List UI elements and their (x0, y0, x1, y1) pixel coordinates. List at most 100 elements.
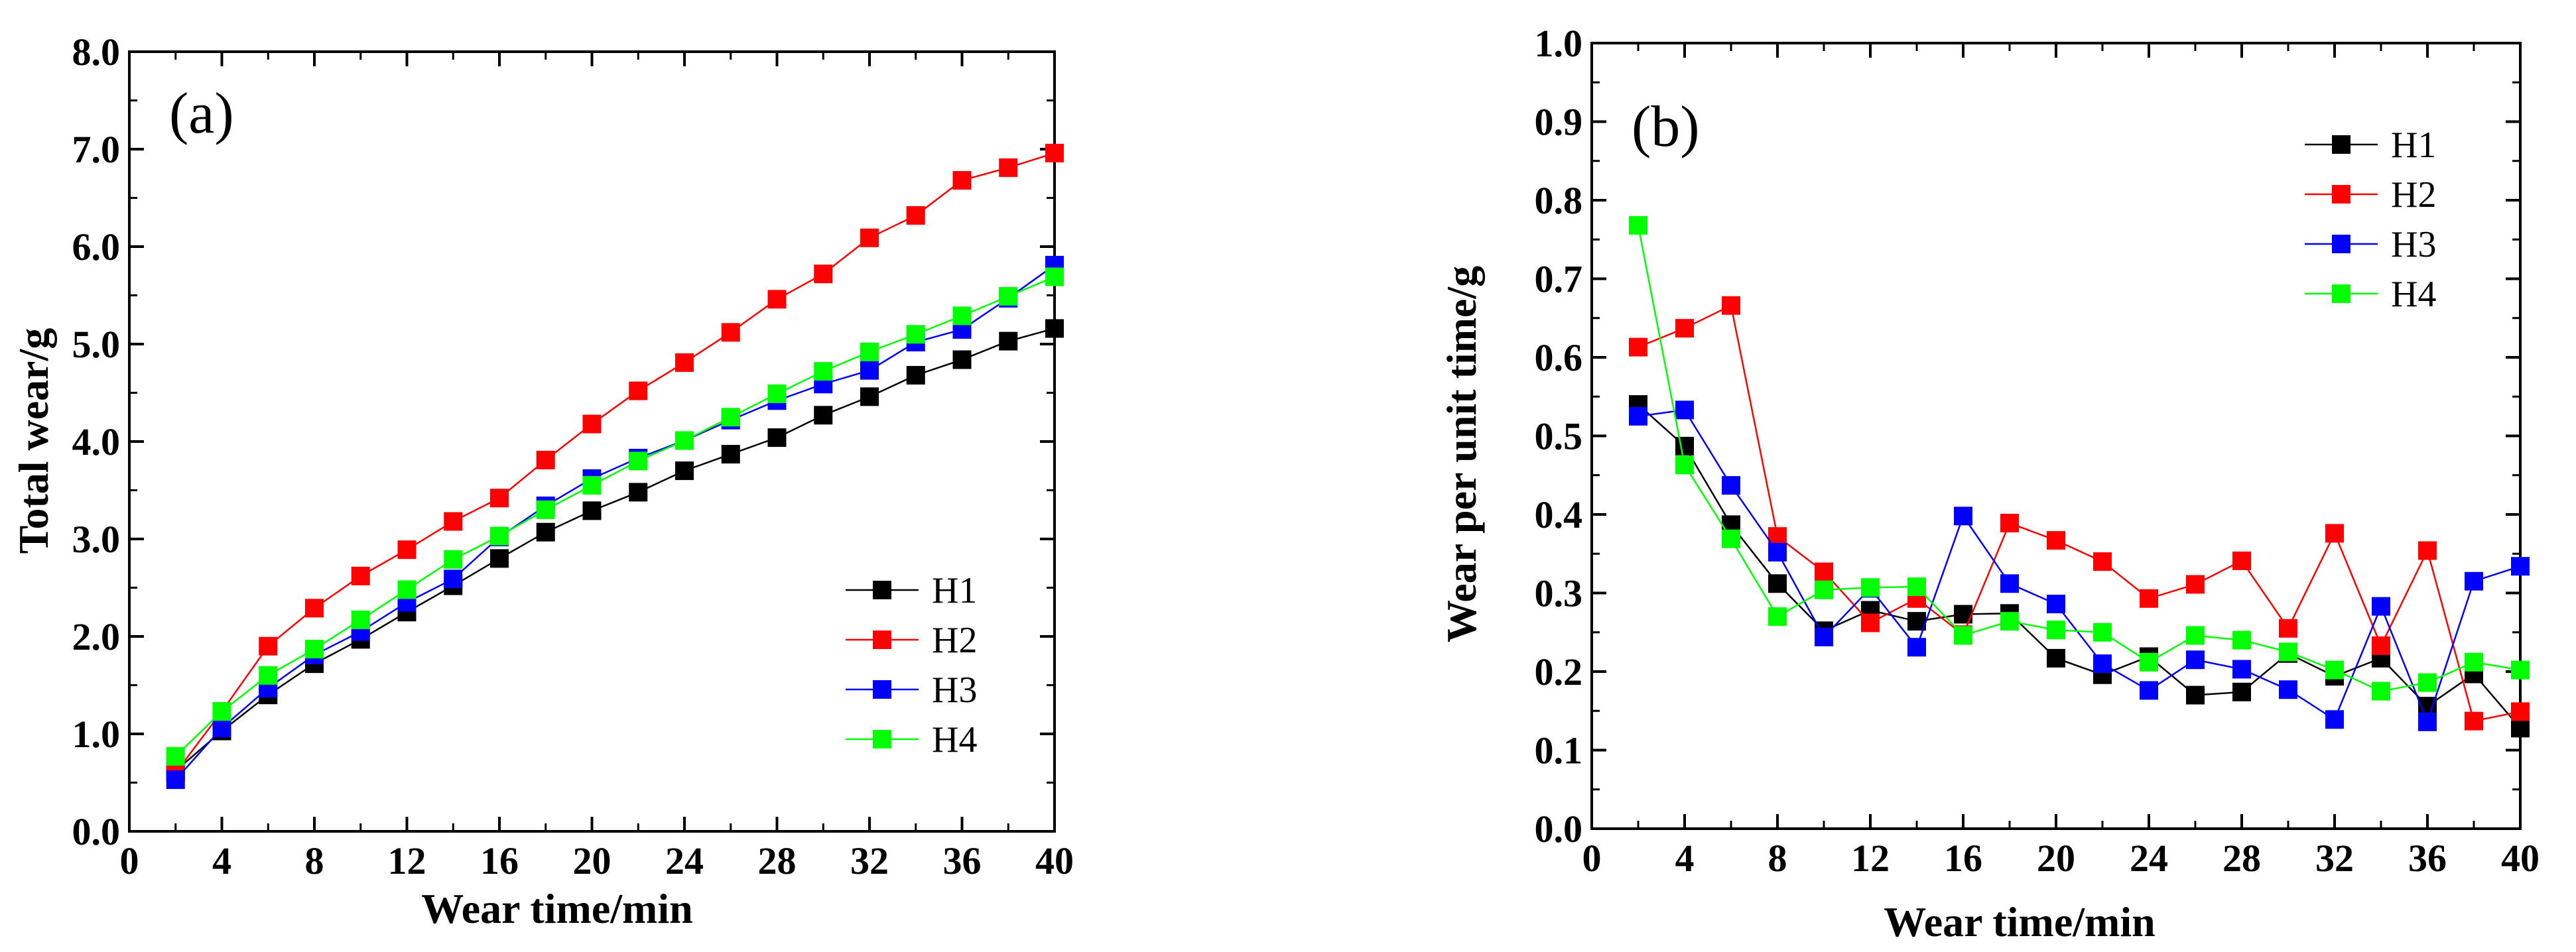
panel-a-y-tick-label: 1.0 (72, 713, 121, 756)
panel-a-series-h2-line (174, 152, 1055, 774)
panel-a-series-h4-point (212, 702, 231, 721)
panel-b-y-tick-label: 0.4 (1535, 493, 1583, 536)
panel-b-y-tick-label: 0.3 (1535, 572, 1583, 615)
panel-b-series-h2-point (2232, 551, 2251, 570)
panel-a-x-tick-label: 36 (943, 839, 982, 882)
panel-a-series-h2-point (490, 489, 509, 508)
panel-b-y-tick-label: 0.0 (1535, 807, 1583, 851)
panel-a-series-h3-point (444, 569, 463, 589)
panel-b-legend-h4-marker (2332, 284, 2351, 303)
panel-b-series-h3-point (2000, 574, 2019, 593)
panel-a-series-h1-point (906, 366, 925, 385)
panel-a-series-h4-point (397, 580, 417, 599)
panel-b-legend-h1-label: H1 (2391, 125, 2436, 166)
panel-b-series-h2-point (1675, 319, 1694, 338)
panel-a-series-h4-point (675, 431, 694, 450)
panel-a-series-h1-point (860, 387, 879, 406)
panel-a-series-h2-point (814, 265, 833, 284)
panel-a-series-h4-point (814, 362, 833, 381)
panel-a-y-tick-label: 6.0 (72, 225, 121, 268)
panel-a-series-h1-point (629, 483, 648, 502)
panel-b-series-h2-point (2047, 531, 2065, 550)
panel-b-series-h4-point (2418, 673, 2437, 692)
panel-a-chart: (a) Wear time/min Total wear/g 0 4 8 12 16 20… (10, 30, 1074, 932)
panel-a-legend-h4-label: H4 (932, 719, 977, 760)
panel-a-series-h1-point (999, 331, 1018, 351)
panel-a-series-h2-point (259, 636, 278, 656)
panel-a-series-h4-point (582, 476, 602, 495)
panel-a-y-tick-label: 2.0 (72, 615, 121, 658)
panel-a-series-h2-point (906, 206, 925, 225)
panel-b-series-h4-point (2186, 626, 2205, 645)
panel-a-series-h2-point (1045, 143, 1064, 162)
panel-b-series-h3-point (1722, 476, 1740, 495)
panel-b-y-tick-label: 1.0 (1535, 22, 1583, 65)
panel-b-series-h2-point (1861, 613, 1880, 632)
panel-a-x-tick-label: 0 (120, 839, 139, 882)
panel-a-legend-h1-marker (873, 581, 891, 599)
panel-a-series-h1-point (814, 406, 833, 425)
panel-b-y-tick-label: 0.7 (1535, 258, 1583, 301)
panel-b-series-h4-point (1907, 577, 1926, 597)
panel-b-x-tick-label: 32 (2315, 837, 2354, 880)
panel-a-series-h4-point (305, 640, 324, 659)
panel-b-x-tick-label: 20 (2037, 837, 2075, 880)
panel-a-x-tick-label: 12 (388, 839, 426, 882)
panel-a-x-tick-label: 40 (1035, 839, 1074, 882)
panel-b-series-h2-point (2093, 552, 2112, 571)
panel-b-plot-frame (1590, 42, 2522, 830)
panel-a-series-h2-point (629, 381, 648, 400)
panel-a-y-tick-label: 3.0 (72, 518, 121, 561)
panel-a-series-h2-point (767, 290, 787, 309)
panel-b-series-h2-point (2000, 514, 2019, 533)
panel-b-x-tick-label: 24 (2130, 837, 2168, 880)
panel-b-series-h4-point (1722, 529, 1740, 548)
panel-a-x-axis-title: Wear time/min (421, 885, 692, 932)
panel-a-legend-h1-label: H1 (932, 570, 977, 611)
panel-b-x-tick-label: 12 (1851, 837, 1890, 880)
panel-a-series-h2-point (444, 512, 463, 531)
panel-b-series-h1-point (2232, 682, 2251, 701)
panel-b-series-h3-point (2140, 681, 2158, 700)
panel-a-series-h1-point (582, 501, 602, 520)
panel-a-series-h2-point (351, 566, 370, 585)
panel-b-x-axis-title: Wear time/min (1884, 898, 2155, 945)
panel-b-y-tick-label: 0.5 (1535, 415, 1583, 458)
panel-a-series-h1-point (721, 445, 740, 464)
panel-b-series-h3-point (2465, 571, 2483, 591)
panel-a-series-h4-point (536, 500, 555, 519)
panel-b-y-tick-label: 0.1 (1535, 729, 1583, 772)
panel-a-series-h2-point (860, 228, 879, 247)
panel-b-series-h4-point (1675, 455, 1694, 475)
panel-b-series-h1-point (2186, 685, 2205, 705)
panel-a-y-tick-label: 0.0 (72, 810, 121, 853)
panel-b-series-h3-point (1675, 400, 1694, 420)
panel-b-series-h3-point (2047, 595, 2065, 614)
panel-a-series-h4-point (259, 666, 278, 685)
panel-b-x-tick-label: 40 (2501, 837, 2540, 880)
panel-b-x-tick-label: 36 (2408, 837, 2447, 880)
panel-b-series-h4-point (1861, 578, 1880, 597)
panel-a-series-h4-point (351, 611, 370, 630)
panel-a-series-h2-point (582, 414, 602, 434)
panel-a-series-h4-point (444, 550, 463, 569)
panel-a-series-h2-point (397, 540, 417, 560)
panel-a-series-h4-point (906, 325, 925, 344)
panel-b-y-tick-label: 0.2 (1535, 650, 1583, 693)
panel-b-series-h1-point (2511, 719, 2530, 738)
panel-b-series-h3-point (2232, 660, 2251, 679)
panel-b-series-h3-line (1638, 409, 2521, 725)
panel-a-y-tick-label: 4.0 (72, 420, 121, 463)
panel-a-label: (a) (169, 82, 234, 146)
panel-b-series-h2-point (2140, 589, 2158, 608)
panel-b-legend-h4-label: H4 (2391, 274, 2436, 315)
panel-a-series-h2-point (952, 171, 972, 190)
panel-b-x-tick-label: 4 (1675, 837, 1695, 880)
panel-a-legend-h3-marker (873, 680, 891, 699)
panel-a-series-h1-point (952, 350, 972, 369)
panel-b-series-h2-point (1722, 296, 1740, 315)
panel-b-series-h4-point (1629, 215, 1647, 235)
panel-b-series-h2-point (2465, 711, 2483, 731)
panel-a-series-h4-point (166, 746, 185, 766)
